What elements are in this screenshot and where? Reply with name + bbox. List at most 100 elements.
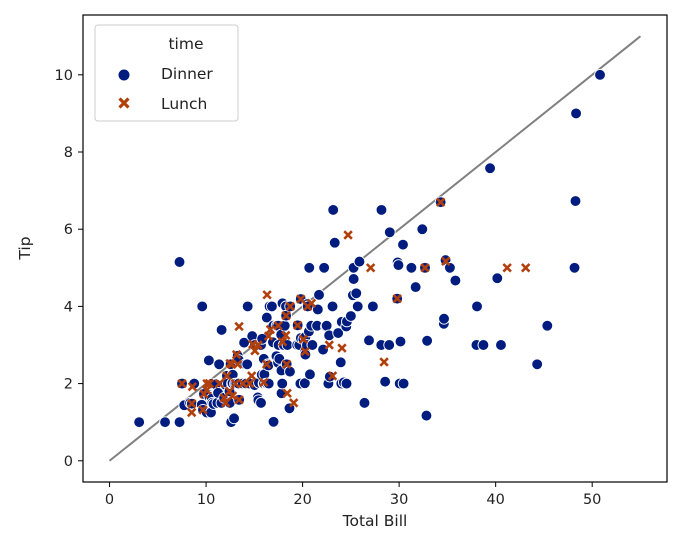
point-dinner (350, 287, 363, 300)
reference-line (108, 35, 642, 462)
y-tick-label: 8 (64, 145, 73, 161)
point-lunch (392, 293, 402, 304)
point-lunch (337, 343, 347, 353)
point-dinner (326, 300, 339, 313)
point-dinner (241, 300, 254, 313)
scatter-points-layer (133, 68, 606, 429)
point-dinner (358, 397, 371, 409)
y-tick-label: 2 (64, 377, 73, 393)
point-dinner (491, 272, 504, 285)
x-axis-ticks: 0 10 20 30 40 50 (105, 482, 601, 508)
point-dinner (323, 370, 336, 383)
point-lunch (298, 334, 309, 344)
point-lunch (281, 330, 291, 341)
point-lunch (227, 391, 238, 401)
point-dinner (241, 358, 254, 371)
point-lunch (441, 256, 451, 266)
x-tick-label: 40 (486, 492, 504, 508)
point-dinner (477, 339, 490, 351)
point-lunch (306, 298, 317, 309)
legend-marker-dinner (117, 68, 131, 82)
point-lunch (265, 324, 276, 335)
x-tick-label: 20 (293, 492, 311, 508)
point-dinner (541, 319, 554, 332)
point-lunch (296, 294, 306, 304)
point-dinner (379, 375, 391, 388)
point-lunch (202, 378, 212, 389)
point-dinner (345, 310, 357, 322)
point-dinner (438, 312, 450, 325)
point-lunch (198, 405, 208, 415)
point-dinner (420, 409, 433, 422)
point-dinner (449, 274, 462, 287)
point-lunch (222, 371, 232, 381)
y-tick-label: 6 (64, 222, 73, 238)
point-dinner (328, 236, 341, 249)
legend-title: time (168, 35, 203, 53)
point-lunch (204, 378, 215, 389)
legend-label-lunch: Lunch (161, 95, 207, 113)
point-dinner (363, 334, 375, 347)
point-dinner (327, 204, 340, 216)
point-dinner (375, 204, 388, 216)
point-dinner (594, 68, 606, 81)
point-lunch (244, 378, 255, 389)
point-lunch (187, 381, 198, 392)
point-lunch (420, 263, 430, 273)
plot-frame (82, 14, 668, 483)
point-lunch (230, 378, 241, 389)
legend-marker-lunch (118, 97, 130, 109)
x-tick-label: 50 (583, 492, 601, 508)
reference-line-layer (108, 35, 642, 462)
point-lunch (259, 377, 269, 388)
point-lunch (327, 371, 338, 381)
point-dinner (495, 339, 507, 351)
point-lunch (220, 398, 231, 408)
point-lunch (262, 290, 272, 300)
point-dinner (444, 261, 456, 274)
point-dinner (570, 107, 582, 120)
legend: time Dinner Lunch (94, 24, 239, 122)
point-dinner (173, 256, 186, 268)
point-lunch (289, 398, 299, 408)
x-tick-label: 30 (390, 492, 408, 508)
legend-box (94, 24, 239, 122)
point-dinner (392, 259, 405, 271)
point-dinner (260, 311, 273, 324)
point-dinner (332, 327, 344, 339)
y-tick-label: 10 (55, 68, 73, 84)
y-tick-label: 0 (64, 454, 73, 470)
point-dinner (228, 412, 240, 425)
point-lunch (324, 340, 334, 350)
point-dinner (471, 300, 483, 313)
point-lunch (261, 359, 272, 370)
point-dinner (367, 300, 379, 313)
point-dinner (409, 281, 422, 293)
point-dinner (255, 397, 267, 409)
point-dinner (267, 415, 280, 428)
point-dinner (159, 416, 171, 429)
point-lunch (250, 346, 260, 356)
point-lunch (234, 395, 244, 405)
point-lunch (379, 357, 389, 367)
point-dinner (320, 319, 333, 332)
point-lunch (231, 349, 242, 360)
point-dinner (318, 261, 330, 274)
point-lunch (247, 339, 258, 349)
point-lunch (281, 359, 292, 370)
point-lunch (234, 321, 244, 332)
point-dinner (421, 334, 433, 347)
point-dinner (303, 261, 316, 274)
y-axis-ticks: 0 2 4 6 8 10 (55, 68, 83, 470)
point-dinner (276, 377, 289, 390)
point-dinner (203, 354, 215, 367)
point-lunch (199, 389, 209, 399)
point-lunch (187, 398, 197, 409)
point-lunch (520, 263, 531, 273)
point-dinner (394, 335, 407, 348)
point-dinner (213, 358, 225, 371)
x-tick-label: 10 (197, 492, 215, 508)
point-dinner (351, 300, 364, 313)
point-lunch (300, 346, 310, 357)
